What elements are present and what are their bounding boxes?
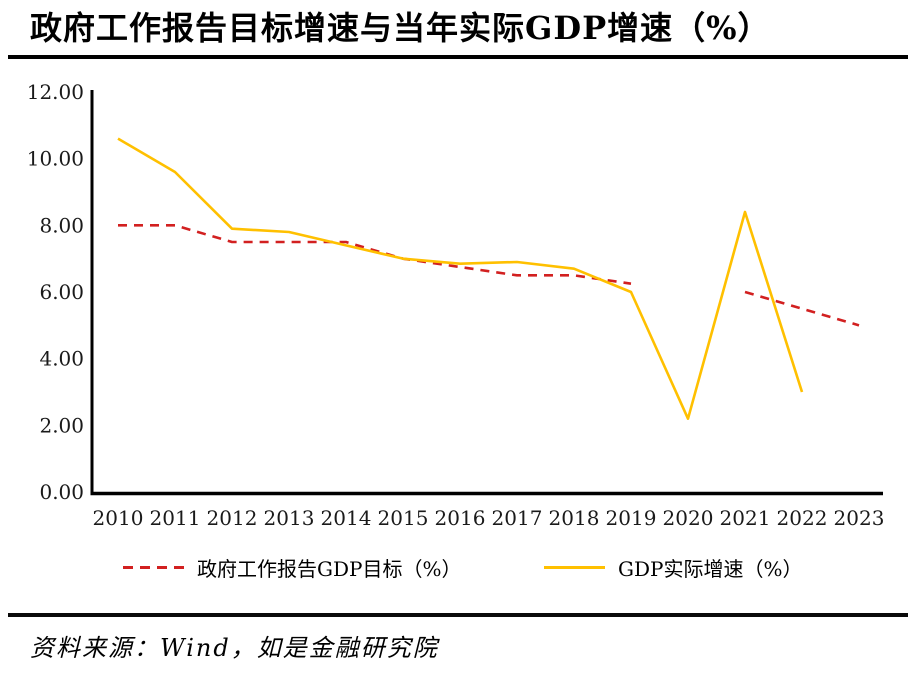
x-axis-tick-label: 2023 [834,506,885,530]
y-axis-tick-label: 2.00 [39,413,84,437]
x-axis-tick-label: 2013 [264,506,315,530]
source-note: 资料来源：Wind，如是金融研究院 [30,634,439,662]
actual-series-line [117,137,804,420]
chart-legend: 政府工作报告GDP目标（%） GDP实际增速（%） [0,553,916,583]
x-axis-tick-label: 2012 [207,506,258,530]
x-axis-tick-label: 2011 [150,506,201,530]
legend-item-target: 政府工作报告GDP目标（%） [123,553,461,582]
x-axis-tick-label: 2010 [93,506,144,530]
y-axis-tick-label: 6.00 [39,280,84,304]
target-series-line [744,290,860,327]
title-divider-line [8,55,908,59]
x-axis-tick-label: 2015 [378,506,429,530]
legend-label-actual: GDP实际增速（%） [618,557,803,581]
x-axis-tick-label: 2019 [606,506,657,530]
y-axis-tick-label: 10.00 [27,147,84,171]
target-series-line [118,224,632,285]
x-axis-tick-label: 2016 [435,506,486,530]
actual-solid-line-swatch [544,566,605,569]
legend-label-target: 政府工作报告GDP目标（%） [197,557,462,581]
x-axis-tick-label: 2021 [720,506,771,530]
x-axis-tick-label: 2014 [321,506,372,530]
y-axis-tick-label: 4.00 [39,347,84,371]
y-axis-tick-label: 12.00 [27,80,84,104]
y-axis-tick-label: 8.00 [39,213,84,237]
legend-item-actual: GDP实际增速（%） [544,553,802,582]
x-axis-tick-label: 2018 [549,506,600,530]
target-dashed-line-swatch [123,566,184,569]
x-axis-tick-label: 2022 [777,506,828,530]
x-axis-tick-label: 2017 [492,506,543,530]
page-title: 政府工作报告目标增速与当年实际GDP增速（%） [30,9,771,47]
footer-divider-line [8,613,908,617]
x-axis-tick-label: 2020 [663,506,714,530]
y-axis-tick-label: 0.00 [39,480,84,504]
